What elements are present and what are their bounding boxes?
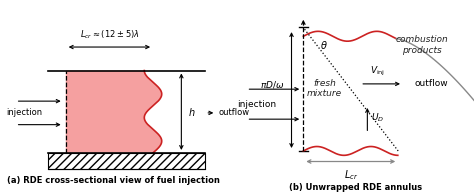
Text: combustion
products: combustion products	[395, 35, 448, 55]
Text: $U_D$: $U_D$	[371, 111, 384, 124]
Text: $\theta$: $\theta$	[320, 39, 328, 51]
Text: $V_{\mathrm{inj}}$: $V_{\mathrm{inj}}$	[370, 65, 385, 78]
Text: (b) Unwrapped RDE annulus: (b) Unwrapped RDE annulus	[289, 183, 422, 192]
Polygon shape	[66, 71, 162, 153]
Text: outflow: outflow	[219, 108, 249, 117]
Text: injection: injection	[237, 100, 276, 109]
Text: (a) RDE cross-sectional view of fuel injection: (a) RDE cross-sectional view of fuel inj…	[7, 176, 220, 185]
Text: $L_{cr}$: $L_{cr}$	[344, 169, 358, 182]
Text: fresh
mixture: fresh mixture	[307, 79, 342, 98]
Text: injection: injection	[6, 108, 42, 117]
Text: outflow: outflow	[415, 79, 448, 88]
Text: $h$: $h$	[188, 106, 195, 118]
Text: $L_{cr} \approx (12 \pm 5)\lambda$: $L_{cr} \approx (12 \pm 5)\lambda$	[80, 29, 139, 41]
Bar	[48, 153, 205, 169]
Text: $\pi D/\omega$: $\pi D/\omega$	[260, 79, 284, 90]
